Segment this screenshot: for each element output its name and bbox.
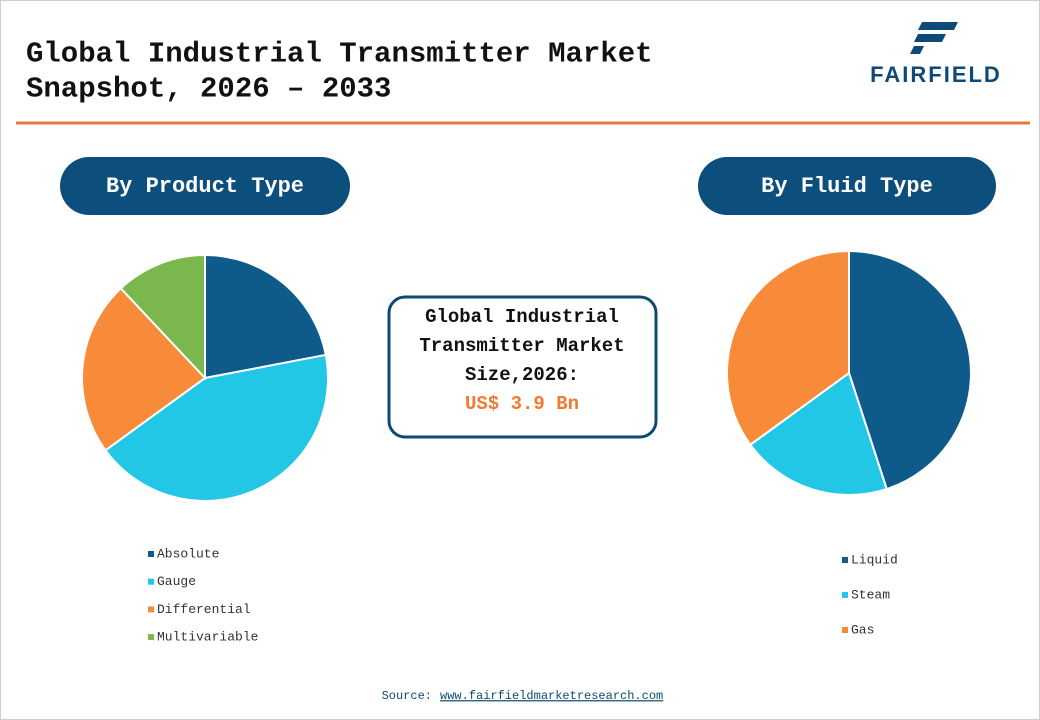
- legend-swatch: [842, 557, 848, 563]
- legend-label: Liquid: [851, 552, 898, 567]
- center-text: Global Industrial: [425, 306, 619, 328]
- pie-slice: [204, 253, 327, 380]
- legend-swatch: [842, 592, 848, 598]
- legend-swatch: [148, 551, 154, 557]
- legend-label: Gas: [851, 622, 874, 637]
- source-label: Source:: [382, 689, 432, 703]
- legend-swatch: [842, 627, 848, 633]
- legend-swatch: [148, 606, 154, 613]
- title-line: Snapshot, 2026 – 2033: [26, 73, 391, 106]
- logo-mark: [918, 22, 958, 30]
- legend-swatch: [148, 578, 154, 585]
- section-pill: [60, 157, 350, 215]
- center-value: US$ 3.9 Bn: [465, 393, 579, 415]
- pie-slice: [104, 353, 329, 502]
- logo: FAIRFIELD: [870, 22, 1002, 87]
- center-text: Transmitter Market: [419, 335, 624, 357]
- pie-slice: [848, 249, 972, 491]
- source-link[interactable]: www.fairfieldmarketresearch.com: [440, 689, 663, 703]
- pie-slice: [726, 249, 850, 447]
- legend-label: Gauge: [157, 574, 196, 589]
- legend-label: Multivariable: [157, 630, 258, 645]
- center-text: Size,2026:: [465, 364, 579, 386]
- pie-slice: [81, 286, 207, 452]
- center-box: [387, 295, 658, 439]
- legend-label: Differential: [157, 602, 251, 617]
- section-title: By Fluid Type: [761, 174, 933, 199]
- title-line: Global Industrial Transmitter Market: [26, 38, 653, 71]
- section-pill: [698, 157, 996, 215]
- pie-slice: [119, 253, 206, 381]
- logo-text: FAIRFIELD: [870, 62, 1002, 87]
- section-title: By Product Type: [106, 174, 304, 199]
- legend-label: Steam: [851, 587, 890, 602]
- logo-mark: [914, 34, 946, 42]
- legend-label: Absolute: [157, 546, 219, 561]
- logo-mark: [910, 46, 924, 54]
- legend-swatch: [148, 634, 154, 641]
- pie-slice: [748, 371, 888, 496]
